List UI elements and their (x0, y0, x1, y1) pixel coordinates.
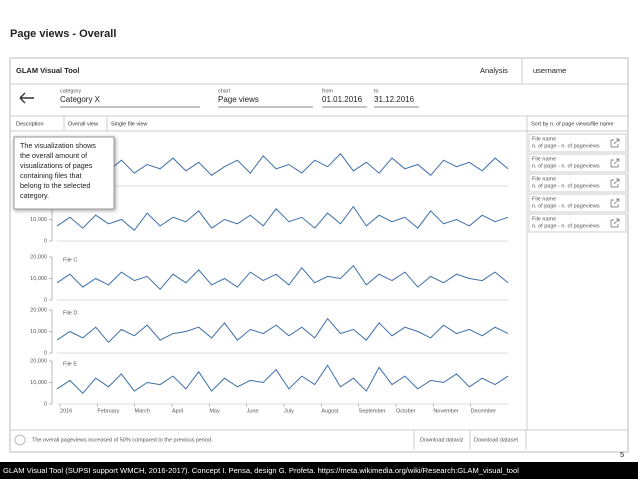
field-value[interactable]: Page views (218, 95, 259, 104)
overlay-text: the overall amount of (20, 151, 87, 160)
file-info: n. of page - n. of pageviews (532, 143, 600, 149)
field-value[interactable]: 31.12.2016 (374, 95, 415, 104)
summary: The overall pageviews increased of 50% c… (32, 437, 213, 443)
line-series (56, 153, 509, 177)
link-icon[interactable] (610, 218, 620, 228)
file-name: File name (532, 136, 556, 142)
download-dataviz[interactable]: Download dataviz (420, 437, 464, 443)
field-value[interactable]: 01.01.2016 (322, 95, 363, 104)
chart-label: File E (63, 361, 77, 367)
app-name: GLAM Visual Tool (16, 66, 79, 75)
x-tick-label: May (209, 408, 220, 414)
x-tick-label: July (284, 408, 294, 414)
download-dataset[interactable]: Download dataset (474, 437, 519, 443)
file-item[interactable] (528, 193, 627, 213)
tab[interactable]: Overall view (68, 121, 98, 127)
link-icon[interactable] (610, 178, 620, 188)
file-item[interactable] (528, 133, 627, 153)
file-info: n. of page - n. of pageviews (532, 223, 600, 229)
page-number: 5 (620, 450, 624, 459)
x-tick-label: October (396, 408, 416, 414)
file-item[interactable] (528, 173, 627, 193)
slide-title: Page views - Overall (10, 28, 116, 40)
overlay-text: visualizations of pages (20, 161, 93, 170)
y-tick-label: 0 (44, 297, 47, 303)
line-series (56, 264, 509, 291)
file-info: n. of page - n. of pageviews (532, 163, 600, 169)
link-icon[interactable] (610, 158, 620, 168)
file-item[interactable] (528, 213, 627, 233)
file-name: File name (532, 156, 556, 162)
field-label: to (374, 88, 379, 94)
file-info: n. of page - n. of pageviews (532, 203, 600, 209)
line-series (56, 205, 509, 232)
overlay-text: belong to the selected (20, 181, 90, 190)
back-arrow[interactable] (19, 92, 34, 104)
link-icon[interactable] (610, 138, 620, 148)
y-tick-label: 20,000 (30, 254, 47, 260)
footer-band (0, 462, 638, 479)
x-tick-label: April (172, 408, 183, 414)
tab[interactable]: Description (16, 121, 44, 127)
y-tick-label: 0 (44, 238, 47, 244)
x-tick-label: December (471, 408, 497, 414)
field-label: from (322, 88, 333, 94)
line-series (56, 364, 509, 395)
info-icon (14, 434, 26, 446)
file-info: n. of page - n. of pageviews (532, 183, 600, 189)
y-tick-label: 0 (44, 401, 47, 407)
line-series (56, 317, 509, 344)
y-tick-label: 10,000 (30, 380, 47, 386)
x-tick-label: November (433, 408, 459, 414)
x-tick-label: 2016 (60, 408, 72, 414)
overlay-text: containing files that (20, 171, 82, 180)
link-icon[interactable] (610, 198, 620, 208)
y-tick-label: 10,000 (30, 329, 47, 335)
app-frame (9, 57, 629, 453)
sort-label[interactable]: Sort by n. of page views/file name (531, 121, 614, 127)
overlay-text: category. (20, 191, 49, 200)
x-tick-label: June (247, 408, 259, 414)
y-tick-label: 20,000 (30, 358, 47, 364)
chart-label: File C (63, 257, 77, 263)
tab[interactable]: Single file view (111, 121, 147, 127)
overlay-box (13, 136, 115, 210)
field-label: category (60, 88, 81, 94)
x-tick-label: February (97, 408, 119, 414)
chart-label: File D (63, 310, 77, 316)
file-name: File name (532, 216, 556, 222)
file-item[interactable] (528, 153, 627, 173)
overlay-text: The visualization shows (20, 141, 96, 150)
menu-analysis[interactable]: Analysis (480, 66, 508, 75)
x-tick-label: August (321, 408, 339, 414)
user-name[interactable]: username (533, 66, 566, 75)
y-tick-label: 0 (44, 350, 47, 356)
file-name: File name (532, 196, 556, 202)
x-tick-label: September (359, 408, 386, 414)
y-tick-label: 10,000 (30, 217, 47, 223)
x-tick-label: March (135, 408, 150, 414)
y-tick-label: 10,000 (30, 276, 47, 282)
file-name: File name (532, 176, 556, 182)
field-label: chart (218, 88, 231, 94)
field-value[interactable]: Category X (60, 95, 101, 104)
y-tick-label: 20,000 (30, 307, 47, 313)
footer-text: GLAM Visual Tool (SUPSI support WMCH, 20… (3, 466, 519, 475)
